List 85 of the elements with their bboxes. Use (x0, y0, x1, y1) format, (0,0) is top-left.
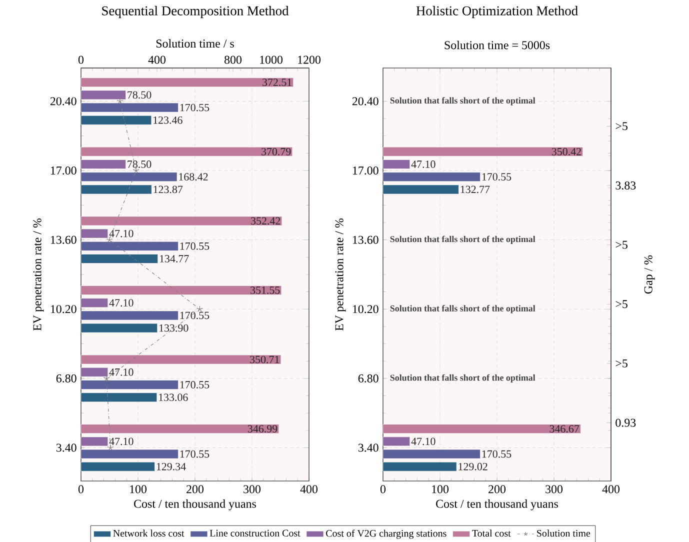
x-tick-label: 200 (488, 485, 506, 494)
y-tick-label: 10.20 (352, 305, 378, 314)
y2-tick-label: 0.93 (616, 418, 636, 427)
data-label: 170.55 (180, 242, 210, 250)
x-tick-label: 400 (602, 485, 620, 494)
x-tick-label: 0 (380, 485, 386, 494)
x-tick-label: 200 (186, 485, 204, 494)
y-tick-label: 13.60 (352, 236, 378, 244)
y-tick-label: 20.40 (50, 97, 76, 106)
data-label: 129.34 (156, 462, 186, 470)
data-label: 350.71 (250, 356, 280, 364)
y-tick-label: 3.40 (56, 444, 76, 452)
x2-tick-label: 800 (224, 56, 242, 64)
data-label: 47.10 (109, 438, 134, 446)
y2-tick-label: >5 (616, 240, 628, 249)
x-tick-label: 300 (244, 485, 261, 494)
data-label: 170.55 (180, 381, 210, 388)
x2-tick-label: 400 (148, 56, 166, 64)
data-label: 47.10 (109, 230, 134, 238)
y-tick-label: 6.80 (358, 374, 378, 383)
x-tick-label: 100 (130, 485, 147, 494)
data-label: 170.55 (482, 173, 512, 181)
legend-label: Line construction Cost (210, 530, 300, 536)
data-label: 123.87 (154, 186, 183, 194)
data-label: 134.77 (160, 255, 189, 262)
annotation: Solution that falls short of the optimal (390, 97, 536, 106)
x-tick-label: 0 (78, 485, 84, 494)
data-label: 352.42 (251, 217, 280, 225)
data-label: 47.10 (109, 299, 134, 307)
data-label: 170.55 (482, 450, 512, 458)
data-label: 78.50 (128, 91, 152, 99)
x-tick-label: 300 (546, 485, 563, 494)
annotation: Solution that falls short of the optimal (390, 374, 536, 383)
x-axis-title: Cost / ten thousand yuans (436, 499, 558, 510)
y-tick-label: 20.40 (352, 97, 378, 106)
data-label: 133.90 (159, 324, 188, 332)
x2-tick-label: 0 (78, 56, 84, 64)
data-label: 370.79 (262, 148, 291, 156)
data-label: 129.02 (458, 462, 488, 470)
y2-tick-label: >5 (616, 122, 628, 130)
point (116, 98, 124, 104)
x-tick-label: 100 (432, 485, 449, 494)
point (103, 374, 110, 382)
legend-label: Network loss cost (113, 530, 184, 537)
data-label: 132.77 (460, 186, 490, 194)
data-label: 372.51 (262, 78, 292, 86)
data-label: 133.06 (159, 394, 188, 402)
y-tick-label: 6.80 (56, 374, 76, 383)
y-tick-label: 17.00 (352, 166, 378, 175)
y2-tick-label: >5 (616, 300, 628, 308)
y-tick-label: 17.00 (50, 166, 76, 175)
data-label: 123.46 (154, 116, 182, 124)
chart-title: Holistic Optimization Method (416, 6, 578, 18)
legend-label: Cost of V2G charging stations (326, 530, 446, 539)
annotation: Solution that falls short of the optimal (390, 305, 536, 314)
x-axis-title: Cost / ten thousand yuans (134, 499, 256, 510)
legend-label: Solution time (537, 530, 590, 537)
data-label: 78.50 (128, 160, 152, 168)
y2-axis-title: Gap / % (644, 255, 655, 294)
chart-subtitle: Solution time = 5000s (444, 40, 550, 50)
chart-title: Sequential Decomposition Method (102, 6, 289, 18)
legend-label: Total cost (472, 530, 511, 537)
data-label: 170.55 (180, 104, 210, 112)
annotation: Solution that falls short of the optimal (390, 236, 536, 244)
data-label: 170.55 (180, 450, 210, 458)
y2-tick-label: 3.83 (616, 181, 636, 190)
x2-tick-label: 1200 (298, 56, 320, 64)
y2-tick-label: >5 (616, 360, 628, 368)
data-label: 47.10 (109, 368, 134, 376)
data-label: 350.42 (552, 148, 581, 156)
x-tick-label: 400 (300, 485, 318, 494)
y-tick-label: 10.20 (50, 305, 76, 314)
data-label: 47.10 (411, 438, 436, 446)
y-axis-title: EV penetration rate / % (335, 218, 346, 331)
data-label: 47.10 (411, 160, 436, 168)
x2-tick-label: 1000 (260, 56, 282, 64)
x2-axis-title: Solution time / s (156, 39, 234, 48)
data-label: 170.55 (180, 312, 210, 320)
y-tick-label: 13.60 (50, 236, 76, 244)
y-tick-label: 3.40 (358, 444, 378, 452)
data-label: 346.99 (248, 425, 278, 433)
data-label: 351.55 (250, 286, 280, 294)
data-label: 346.67 (550, 425, 580, 433)
data-label: 168.42 (179, 173, 208, 181)
y-axis-title: EV penetration rate / % (33, 218, 44, 331)
